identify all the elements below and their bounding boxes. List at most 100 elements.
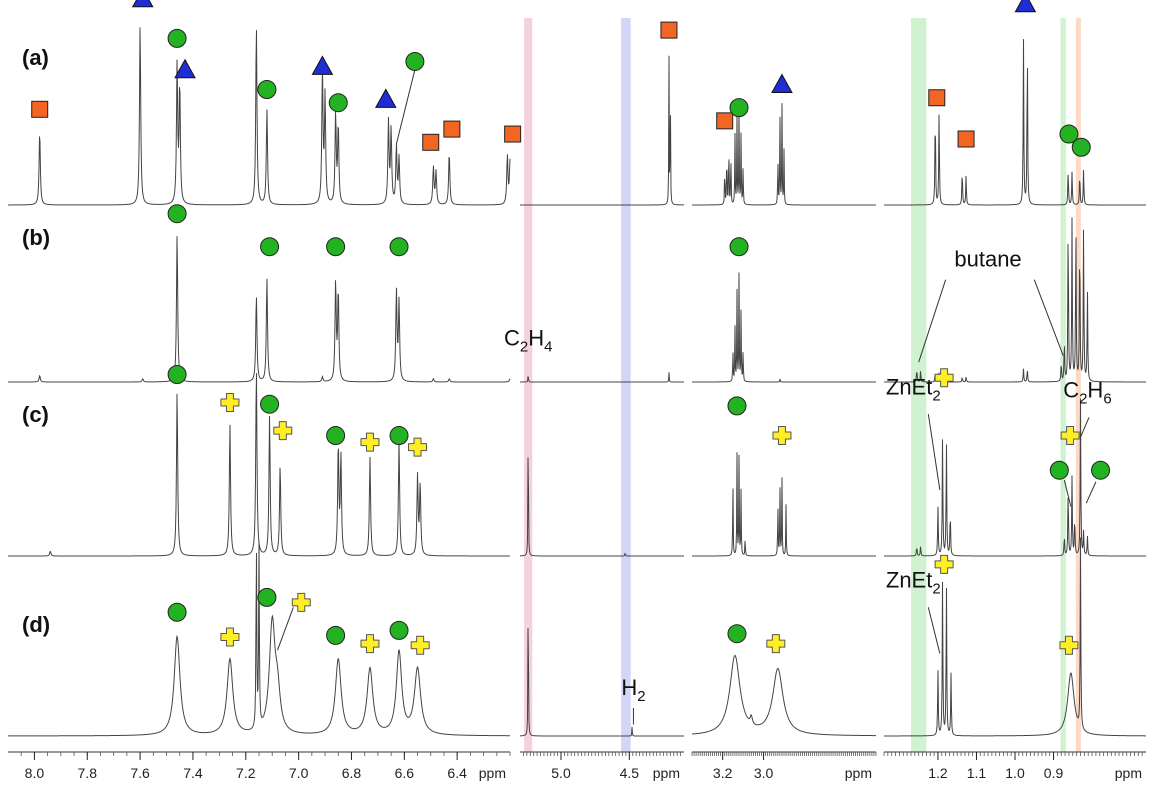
cross-marker (291, 592, 311, 612)
cross-marker (408, 437, 428, 457)
cross-marker (360, 634, 380, 654)
cross-marker (273, 421, 293, 441)
spectrum-0-panel-2 (692, 103, 876, 206)
square-marker (716, 112, 734, 130)
leader-line (1033, 279, 1064, 356)
leader-line (1063, 479, 1072, 507)
spectra (8, 27, 1146, 737)
cross-marker (360, 432, 380, 452)
triangle-marker (374, 88, 397, 108)
circle-marker (326, 625, 346, 645)
spectrum-0-panel-3 (884, 39, 1146, 206)
triangle-marker (131, 0, 154, 8)
circle-marker (257, 80, 277, 99)
square-marker (31, 100, 49, 118)
peak-markers (31, 0, 1111, 655)
circle-marker (260, 237, 280, 257)
cross-marker (1059, 635, 1079, 655)
annotation-label: C2H6 (1063, 378, 1111, 408)
tick-label: 4.5 (620, 765, 640, 781)
row-label: (b) (22, 225, 50, 250)
tick-label: 1.1 (967, 765, 987, 781)
tick-label: 7.6 (130, 765, 150, 781)
tick-label: 3.2 (713, 765, 733, 781)
annotation-label: ZnEt2 (886, 374, 941, 404)
spectrum-0-panel-0 (8, 27, 511, 206)
spectrum-0-panel-1 (520, 55, 685, 206)
leader-line (927, 607, 941, 654)
row-label: (a) (22, 45, 49, 70)
spectrum-2-panel-0 (8, 373, 510, 557)
tick-label: 7.4 (183, 765, 203, 781)
spectrum-1-panel-1 (520, 372, 684, 383)
circle-marker (167, 365, 187, 384)
triangle-marker (1014, 0, 1037, 13)
cross-marker (766, 634, 786, 654)
tick-label: 6.8 (342, 765, 362, 781)
annotation-label: ZnEt2 (886, 568, 941, 598)
tick-label: 7.8 (78, 765, 98, 781)
leader-line (1085, 481, 1097, 504)
highlight-band-3 (1060, 18, 1066, 752)
spectrum-2-panel-1 (519, 457, 684, 557)
square-marker (928, 89, 946, 107)
axis-unit-label: ppm (1115, 765, 1142, 781)
leader-line (395, 69, 416, 145)
highlight-band-0 (524, 18, 533, 752)
leader-line (1080, 417, 1090, 438)
square-marker (504, 125, 522, 143)
leader-line (927, 414, 941, 491)
row-label: (d) (22, 612, 50, 637)
annotations: (a) (b) C2H4 butane (c) ZnEt2 C2H6 (d) ZnEt2 H2 (22, 45, 1112, 705)
circle-marker (729, 237, 749, 257)
circle-marker (260, 394, 280, 414)
square-marker (660, 21, 678, 39)
cross-marker (410, 635, 430, 655)
cross-marker (934, 368, 954, 388)
tick-label: 6.6 (395, 765, 415, 781)
spectrum-3-panel-2 (691, 654, 876, 737)
spectrum-2-panel-2 (692, 452, 876, 557)
spectrum-1-panel-3 (884, 217, 1146, 383)
row-label: (c) (22, 402, 49, 427)
axis-unit-label: ppm (653, 765, 680, 781)
leader-line (277, 607, 294, 651)
tick-label: 3.0 (754, 765, 774, 781)
spectrum-1-panel-0 (8, 236, 511, 383)
triangle-marker (174, 58, 196, 79)
spectrum-3-panel-3 (884, 537, 1146, 737)
axis-unit-label: ppm (845, 765, 872, 781)
cross-marker (1060, 426, 1080, 446)
square-marker (957, 130, 975, 148)
cross-marker (934, 554, 954, 574)
circle-marker (727, 396, 747, 416)
spectrum-1-panel-2 (692, 272, 876, 383)
circle-marker (389, 237, 409, 257)
square-marker (422, 133, 440, 151)
tick-label: 6.4 (447, 765, 467, 781)
circle-marker (328, 93, 348, 113)
tick-label: 5.0 (551, 765, 571, 781)
circle-marker (1091, 460, 1111, 480)
circle-marker (167, 204, 187, 224)
tick-label: 1.2 (928, 765, 948, 781)
cross-marker (220, 627, 240, 647)
spectrum-3-panel-0 (8, 540, 510, 737)
circle-marker (167, 602, 187, 622)
circle-marker (405, 51, 425, 71)
cross-marker (220, 393, 240, 413)
circle-marker (326, 426, 346, 446)
ppm-axes: 8.0 7.8 7.6 7.4 7.2 7.0 6.8 6.6 6.4 ppm 5.0 4.5 ppm 3… (8, 751, 1146, 781)
tick-label: 0.9 (1044, 765, 1064, 781)
leader-lines (277, 69, 1097, 725)
annotation-label: H2 (621, 675, 645, 705)
tick-label: 8.0 (25, 765, 45, 781)
circle-marker (1049, 460, 1069, 480)
circle-marker (326, 237, 346, 257)
circle-marker (727, 624, 747, 644)
circle-marker (729, 98, 749, 118)
annotation-label: butane (954, 247, 1021, 272)
tick-label: 7.0 (289, 765, 309, 781)
annotation-label: C2H4 (504, 326, 552, 356)
axis-unit-label: ppm (479, 765, 506, 781)
